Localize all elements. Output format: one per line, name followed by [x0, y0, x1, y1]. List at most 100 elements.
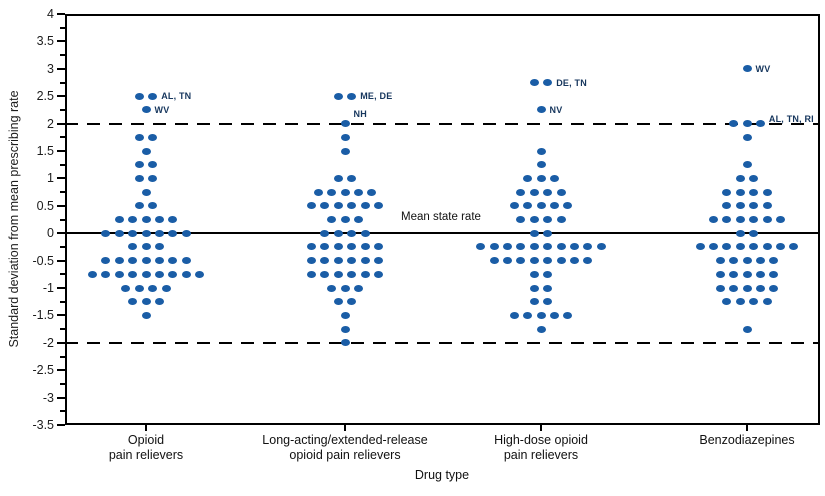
data-dot	[374, 202, 383, 210]
data-dot	[755, 270, 765, 278]
y-tick-label: 0	[47, 226, 54, 241]
data-dot	[742, 257, 752, 265]
data-dot	[769, 257, 779, 265]
reference-line-dashed	[65, 122, 820, 125]
data-dot	[141, 298, 151, 306]
data-dot	[360, 257, 370, 265]
data-dot	[347, 229, 357, 237]
y-minor-tick	[60, 108, 65, 111]
data-dot	[529, 188, 539, 196]
data-dot	[729, 257, 739, 265]
data-dot	[148, 161, 158, 169]
category-label: Opioid pain relievers	[31, 433, 261, 463]
data-dot	[114, 216, 124, 223]
data-dot	[128, 229, 138, 237]
y-minor-tick	[60, 410, 65, 413]
y-major-tick	[57, 259, 65, 262]
data-dot	[148, 92, 158, 100]
data-dot	[536, 325, 546, 333]
y-tick-label: 2	[47, 116, 54, 131]
y-major-tick	[57, 13, 65, 15]
data-dot	[755, 120, 765, 128]
y-major-tick	[57, 95, 65, 98]
data-dot	[570, 243, 579, 251]
data-dot	[320, 270, 330, 278]
data-dot	[735, 188, 745, 196]
data-dot	[154, 270, 164, 278]
data-dot	[529, 284, 539, 292]
y-minor-tick	[60, 163, 65, 166]
data-dot	[529, 257, 539, 265]
data-dot	[141, 270, 151, 278]
data-dot	[101, 270, 111, 278]
data-dot	[549, 202, 559, 210]
data-dot	[340, 311, 350, 319]
y-minor-tick	[60, 273, 65, 276]
data-dot	[327, 284, 337, 292]
y-minor-tick	[60, 300, 65, 303]
data-dot	[313, 188, 323, 196]
data-dot	[543, 298, 553, 306]
data-dot	[168, 270, 178, 278]
y-tick-label: -1.5	[32, 308, 54, 323]
category-label-line: High-dose opioid	[494, 433, 588, 447]
data-dot	[141, 229, 151, 237]
data-dot	[556, 243, 566, 251]
data-dot	[516, 257, 526, 265]
data-dot	[154, 229, 164, 237]
data-dot	[735, 174, 745, 182]
data-dot	[333, 92, 343, 100]
data-dot	[556, 188, 566, 196]
data-dot	[529, 79, 539, 86]
data-dot	[556, 216, 566, 223]
data-dot	[735, 216, 745, 223]
data-dot	[360, 229, 370, 237]
data-dot	[347, 270, 357, 278]
data-dot	[536, 202, 546, 210]
data-dot	[168, 229, 178, 237]
mean-line	[65, 232, 820, 235]
state-annotation: AL, TN	[161, 91, 192, 102]
data-dot	[762, 202, 772, 210]
data-dot	[549, 311, 559, 319]
data-dot	[755, 284, 765, 292]
state-annotation: ME, DE	[360, 91, 393, 102]
data-dot	[536, 147, 546, 155]
data-dot	[549, 174, 559, 182]
data-dot	[128, 257, 138, 265]
data-dot	[596, 243, 606, 251]
data-dot	[563, 311, 573, 319]
data-dot	[134, 284, 144, 292]
data-dot	[543, 270, 553, 278]
data-dot	[340, 147, 350, 155]
data-dot	[128, 270, 138, 278]
data-dot	[154, 257, 164, 265]
data-dot	[742, 133, 752, 141]
y-major-tick	[57, 396, 65, 399]
data-dot	[307, 243, 316, 251]
data-dot	[374, 243, 383, 251]
data-dot	[333, 229, 343, 237]
y-tick-label: 1	[47, 171, 54, 186]
data-dot	[742, 325, 752, 333]
data-dot	[154, 243, 164, 251]
data-dot	[749, 202, 759, 210]
data-dot	[536, 106, 546, 114]
data-dot	[742, 284, 752, 292]
y-tick-label: 1.5	[36, 144, 54, 158]
data-dot	[749, 174, 759, 182]
data-dot	[307, 257, 316, 265]
data-dot	[695, 243, 705, 251]
data-dot	[340, 120, 350, 128]
state-annotation: AL, TN, RI	[768, 113, 814, 124]
plot-area	[65, 14, 820, 425]
data-dot	[762, 216, 772, 223]
data-dot	[333, 257, 343, 265]
data-dot	[340, 133, 350, 141]
data-dot	[715, 270, 725, 278]
data-dot	[374, 257, 383, 265]
data-dot	[755, 257, 765, 265]
y-major-tick	[57, 424, 65, 426]
data-dot	[340, 216, 350, 223]
data-dot	[134, 202, 144, 210]
